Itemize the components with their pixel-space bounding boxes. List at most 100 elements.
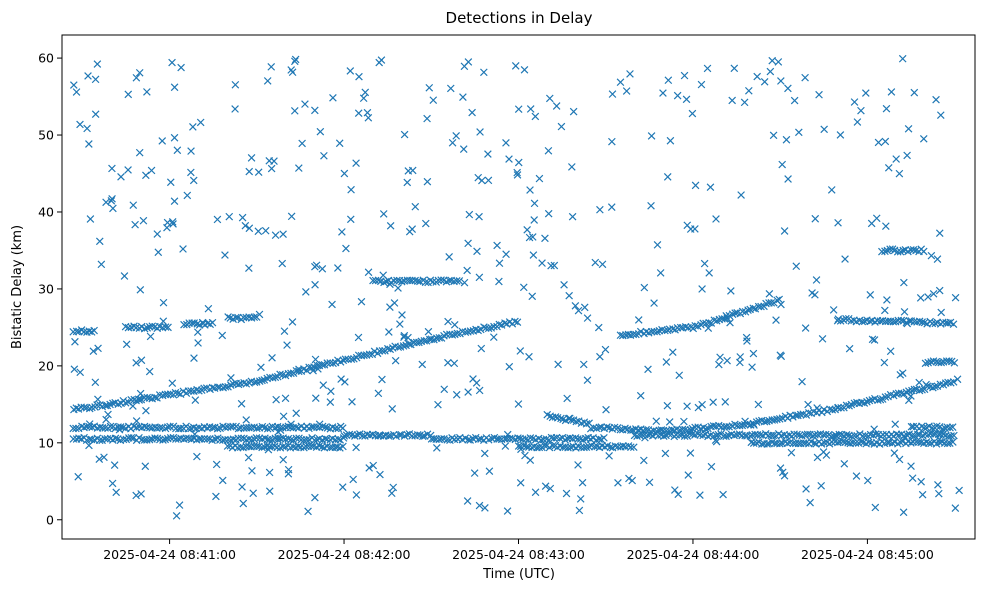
data-point-780	[315, 442, 324, 450]
data-point-1642	[102, 198, 110, 207]
data-point-1317	[852, 472, 861, 480]
data-point-1409	[154, 248, 163, 257]
data-point-1009	[821, 430, 830, 439]
data-point-1534	[531, 112, 540, 121]
data-point-1597	[247, 154, 256, 162]
data-point-1497	[166, 178, 175, 187]
data-point-372	[728, 310, 737, 319]
data-point-416	[164, 323, 172, 332]
data-point-1233	[72, 88, 81, 96]
data-point-1658	[656, 269, 665, 277]
data-point-1337	[311, 355, 320, 364]
data-point-1193	[722, 311, 731, 320]
data-point-1616	[268, 353, 276, 362]
data-point-1569	[464, 388, 472, 396]
data-point-1723	[898, 54, 907, 63]
data-point-1149	[938, 424, 947, 433]
data-point-288	[845, 402, 853, 410]
data-point-1476	[806, 498, 814, 507]
data-point-1504	[168, 58, 176, 67]
data-point-1650	[883, 296, 891, 304]
data-point-1552	[545, 94, 554, 103]
data-point-966	[709, 432, 718, 441]
data-point-1004	[809, 431, 817, 440]
data-point-1657	[112, 488, 121, 497]
data-point-1270	[70, 365, 79, 374]
data-point-1311	[953, 375, 962, 384]
data-point-1353	[89, 347, 98, 355]
data-point-592	[213, 424, 222, 433]
data-point-1619	[274, 436, 282, 444]
data-point-1295	[513, 171, 522, 179]
data-point-1461	[904, 396, 913, 405]
data-point-1693	[348, 397, 356, 406]
data-point-1712	[765, 290, 774, 298]
data-point-1595	[493, 241, 501, 250]
data-point-1671	[514, 105, 523, 113]
data-point-640	[338, 424, 347, 432]
data-point-1492	[812, 276, 821, 284]
data-point-1249	[625, 474, 633, 483]
data-point-1286	[347, 185, 355, 194]
data-point-1679	[776, 464, 785, 472]
data-point-999	[795, 431, 804, 439]
data-point-584	[192, 424, 201, 433]
data-point-302	[881, 393, 890, 401]
data-point-1361	[315, 420, 324, 429]
data-point-1305	[668, 348, 677, 357]
data-point-6	[85, 404, 94, 413]
data-point-1582	[641, 433, 649, 442]
data-point-1344	[91, 75, 100, 84]
data-point-607	[253, 424, 261, 433]
data-point-429	[224, 313, 232, 321]
data-point-1631	[884, 164, 893, 172]
data-point-1057	[947, 432, 955, 440]
data-point-1276	[295, 365, 303, 374]
data-point-1331	[541, 234, 549, 243]
data-point-1586	[737, 191, 745, 199]
data-point-648	[87, 435, 96, 444]
data-point-1319	[476, 128, 484, 136]
data-point-917	[582, 443, 591, 451]
data-point-1673	[801, 324, 810, 332]
data-point-1220	[465, 210, 474, 219]
data-point-1303	[265, 487, 274, 496]
data-point-296	[865, 396, 874, 405]
data-point-1229	[662, 358, 671, 366]
data-point-1499	[546, 484, 555, 493]
data-point-1197	[364, 268, 373, 277]
data-point-161	[490, 322, 498, 331]
data-point-1227	[892, 155, 901, 163]
data-point-147	[453, 329, 462, 338]
data-point-1515	[244, 453, 253, 462]
data-point-521	[881, 247, 889, 256]
data-point-1181	[158, 137, 167, 145]
data-point-980	[746, 432, 755, 440]
data-point-1459	[922, 380, 930, 389]
data-point-1659	[364, 113, 373, 122]
data-point-1594	[379, 271, 388, 280]
data-point-243	[731, 420, 739, 429]
data-point-989	[769, 431, 778, 440]
data-point-1345	[450, 359, 459, 368]
data-point-281	[828, 405, 837, 414]
data-point-711	[252, 434, 261, 442]
data-point-1356	[881, 306, 889, 315]
data-point-833	[450, 435, 459, 444]
data-point-381	[751, 304, 760, 313]
data-point-1479	[287, 420, 295, 429]
data-point-1714	[94, 395, 102, 404]
data-point-1101	[857, 438, 866, 446]
data-point-1325	[574, 306, 583, 315]
data-point-1662	[475, 501, 484, 510]
data-point-261	[775, 415, 784, 423]
data-point-1555	[915, 378, 924, 387]
data-point-1644	[124, 166, 132, 174]
y-tick-label-0: 0	[46, 512, 54, 527]
data-point-1340	[452, 390, 461, 399]
data-point-1116	[896, 438, 904, 446]
data-point-1280	[526, 105, 535, 113]
data-point-1511	[418, 360, 427, 369]
data-point-1550	[94, 344, 102, 353]
data-point-1506	[571, 301, 580, 310]
